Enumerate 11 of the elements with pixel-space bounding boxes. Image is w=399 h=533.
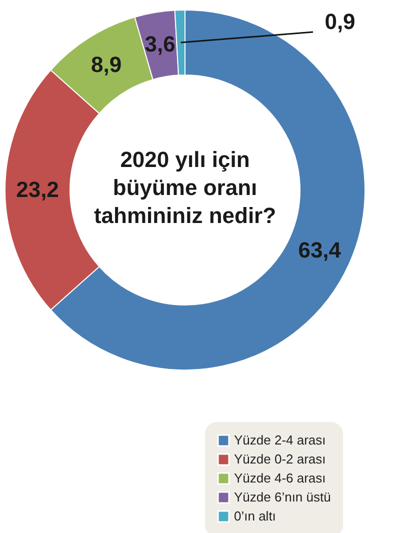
data-label: 8,9 bbox=[91, 52, 122, 78]
data-label: 0,9 bbox=[324, 9, 356, 34]
text: 2020 yılı için büyüme oranı tahmininiz nedir? bbox=[94, 147, 276, 228]
legend-label: Yüzde 2-4 arası bbox=[234, 432, 326, 448]
data-label: 3,6 bbox=[144, 32, 176, 57]
legend-label: Yüzde 0-2 arası bbox=[234, 452, 326, 466]
legend-label: Yüzde 6’nın üstü bbox=[234, 490, 331, 504]
legend-label: 0’ın altı bbox=[234, 508, 276, 524]
data-label: 63,4 bbox=[298, 237, 342, 262]
legend-label: Yüzde 4-6 arası bbox=[234, 470, 326, 486]
data-label: 23,2 bbox=[16, 177, 59, 202]
